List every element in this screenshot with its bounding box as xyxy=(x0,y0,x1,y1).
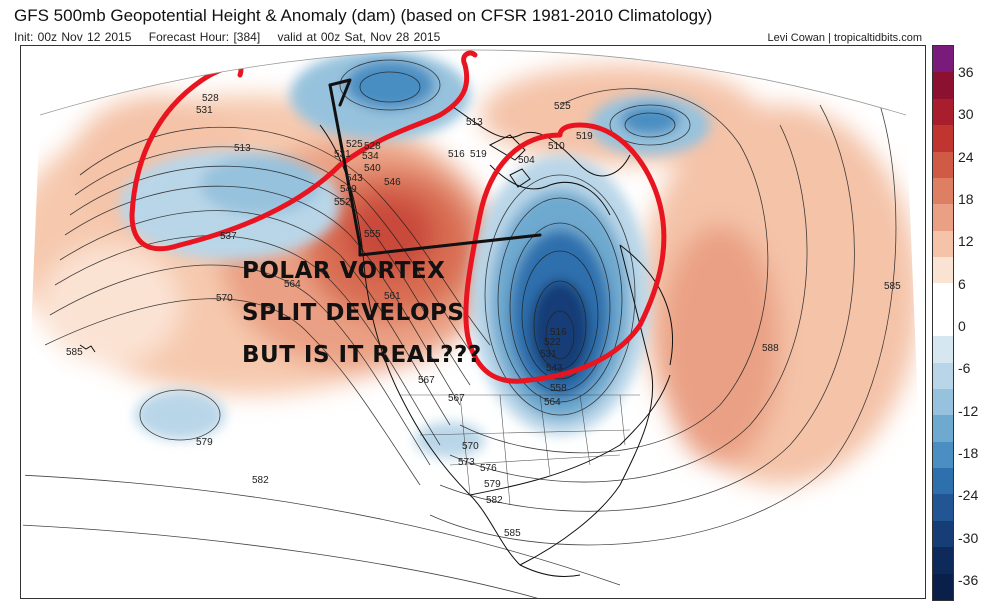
contour-label: 531 xyxy=(196,105,213,116)
contour-label: 570 xyxy=(216,293,233,304)
colorbar-segment xyxy=(933,441,953,469)
colorbar-segment xyxy=(933,573,953,601)
contour-label: 504 xyxy=(518,155,535,166)
colorbar-segment xyxy=(933,283,953,311)
contour-label: 546 xyxy=(384,177,401,188)
colorbar-segment xyxy=(933,415,953,443)
colorbar xyxy=(932,45,954,601)
contour-label: 543 xyxy=(546,363,563,374)
contour-label: 567 xyxy=(418,375,435,386)
annotation-line-1: POLAR VORTEX xyxy=(242,258,446,284)
colorbar-segment xyxy=(933,151,953,179)
contour-label: 588 xyxy=(762,343,779,354)
contour-label: 567 xyxy=(448,393,465,404)
colorbar-tick-label: -18 xyxy=(958,445,979,461)
forecast-hour: Forecast Hour: [384] xyxy=(148,30,261,44)
annotation-line-3: BUT IS IT REAL??? xyxy=(242,342,482,368)
run-info: Init: 00z Nov 12 2015 Forecast Hour: [38… xyxy=(14,30,440,44)
contour-label: 510 xyxy=(548,141,565,152)
contour-label: 519 xyxy=(576,131,593,142)
colorbar-segment xyxy=(933,204,953,232)
contour-label: 564 xyxy=(544,397,561,408)
contour-label: 579 xyxy=(484,479,501,490)
contour-label: 549 xyxy=(340,184,357,195)
contour-label: 576 xyxy=(480,463,497,474)
annotation-drawings xyxy=(129,50,667,384)
colorbar-tick-label: -36 xyxy=(958,572,979,588)
contour-label: 528 xyxy=(364,141,381,152)
colorbar-segment xyxy=(933,388,953,416)
contour-label: 579 xyxy=(196,437,213,448)
contour-label: 573 xyxy=(458,457,475,468)
colorbar-segment xyxy=(933,125,953,153)
contour-label: 525 xyxy=(346,139,363,150)
colorbar-tick-label: 18 xyxy=(958,191,974,207)
colorbar-tick-label: -24 xyxy=(958,487,979,504)
height-contours xyxy=(20,59,897,599)
colorbar-segment xyxy=(933,257,953,284)
contour-label: 540 xyxy=(364,163,381,174)
colorbar-tick-label: 30 xyxy=(958,106,974,123)
colorbar-segment xyxy=(933,177,953,205)
colorbar-segment xyxy=(933,520,953,548)
anomaly-map: 528 531 513 537 525 531 528 534 540 543 … xyxy=(20,45,926,599)
colorbar-segment xyxy=(933,336,953,364)
contour-label: 519 xyxy=(470,149,487,160)
contour-label: 570 xyxy=(462,441,479,452)
contour-label: 585 xyxy=(504,528,521,539)
contour-label: 528 xyxy=(202,93,219,104)
contour-label: 561 xyxy=(384,291,401,302)
colorbar-segment xyxy=(933,98,953,126)
contour-label: 564 xyxy=(284,279,301,290)
colorbar-segment xyxy=(933,494,953,522)
contour-labels: 528 531 513 537 525 531 528 534 540 543 … xyxy=(66,93,901,539)
colorbar-segment xyxy=(933,46,953,73)
contour-label: 534 xyxy=(362,151,379,162)
state-borders xyxy=(400,394,640,506)
contour-label: 516 xyxy=(448,149,465,160)
contour-label: 531 xyxy=(540,349,557,360)
contour-label: 513 xyxy=(234,143,251,154)
colorbar-tick-label: 6 xyxy=(958,275,966,292)
contour-label: 516 xyxy=(550,327,567,338)
valid-time: valid at 00z Sat, Nov 28 2015 xyxy=(277,30,441,44)
colorbar-segment xyxy=(933,309,953,337)
contour-label: 582 xyxy=(252,475,269,486)
colorbar-segment xyxy=(933,72,953,100)
contour-label: 537 xyxy=(220,231,237,242)
colorbar-tick-label: 12 xyxy=(958,233,974,250)
contour-label: 558 xyxy=(550,383,567,394)
colorbar-tick-label: 24 xyxy=(958,148,974,165)
colorbar-tick-label: -12 xyxy=(958,402,979,419)
contour-label: 525 xyxy=(554,101,571,112)
colorbar-tick-label: 36 xyxy=(958,64,974,80)
colorbar-tick-label: 0 xyxy=(958,318,966,334)
chart-title: GFS 500mb Geopotential Height & Anomaly … xyxy=(14,6,713,25)
credit: Levi Cowan | tropicaltidbits.com xyxy=(767,32,922,44)
contour-label: 531 xyxy=(334,149,351,160)
contour-label: 543 xyxy=(346,173,363,184)
init-time: Init: 00z Nov 12 2015 xyxy=(14,30,132,44)
contour-label: 585 xyxy=(66,347,83,358)
contour-label: 552 xyxy=(334,197,351,208)
colorbar-segment xyxy=(933,468,953,495)
annotation-line-2: SPLIT DEVELOPS xyxy=(242,300,465,326)
colorbar-tick-label: -6 xyxy=(958,360,971,377)
contour-label: 522 xyxy=(544,337,561,348)
colorbar-tick-label: -30 xyxy=(958,529,979,546)
contour-label: 513 xyxy=(466,117,483,128)
contour-label: 585 xyxy=(884,281,901,292)
colorbar-segment xyxy=(933,230,953,258)
colorbar-segment xyxy=(933,362,953,390)
contour-label: 582 xyxy=(486,495,503,506)
colorbar-segment xyxy=(933,547,953,575)
contour-label: 555 xyxy=(364,229,381,240)
